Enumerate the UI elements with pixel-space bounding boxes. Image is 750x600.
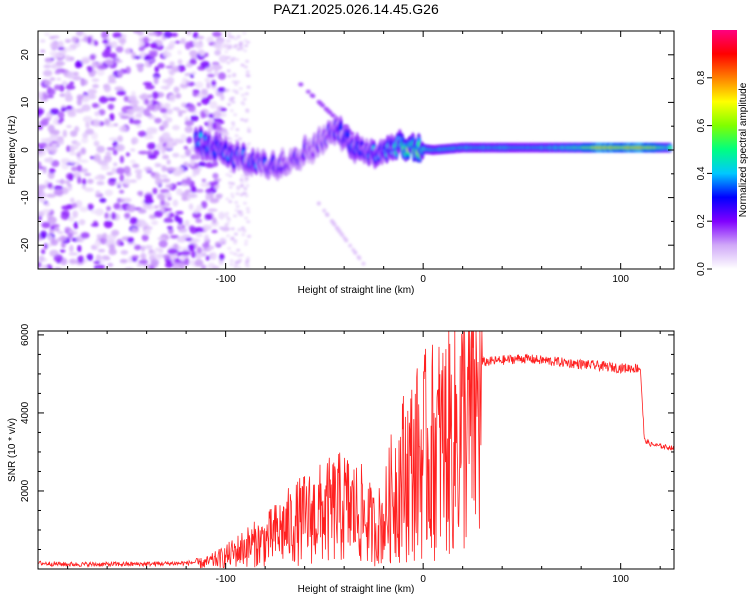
- y-tick-label: -10: [20, 190, 31, 205]
- y-tick-label: 10: [20, 96, 31, 108]
- y-tick-label: 20: [20, 49, 31, 61]
- snr-ylabel: SNR (10 * v/v): [7, 418, 18, 482]
- y-tick-label: 2000: [20, 479, 31, 502]
- colorbar-tick-label: 0.4: [696, 166, 707, 180]
- y-tick-label: 0: [20, 147, 31, 153]
- y-tick-label: -20: [20, 238, 31, 253]
- colorbar-gradient: [712, 30, 737, 269]
- spectrogram-xlabel: Height of straight line (km): [298, 285, 415, 296]
- snr-ticks: -100 0 100 2000 4000 6000: [20, 323, 674, 585]
- spectrogram-ylabel: Frequency (Hz): [7, 116, 18, 185]
- colorbar-tick-label: 0.8: [696, 70, 707, 84]
- x-tick-label: 100: [612, 274, 629, 285]
- snr-frame: [37, 330, 675, 570]
- y-tick-label: 4000: [20, 401, 31, 424]
- x-tick-label: -100: [216, 274, 236, 285]
- colorbar-label: Normalized spectral amplitude: [738, 82, 749, 217]
- colorbar-tick-label: 0.0: [696, 262, 707, 276]
- x-tick-label: 0: [420, 574, 426, 585]
- colorbar: 0.0 0.2 0.4 0.6 0.8 Normalized spectral ampl…: [696, 30, 749, 276]
- snr-plot: [38, 331, 674, 569]
- figure-title: PAZ1.2025.026.14.45.G26: [273, 1, 439, 17]
- colorbar-tick-label: 0.6: [696, 118, 707, 132]
- snr-xlabel: Height of straight line (km): [298, 584, 415, 595]
- x-tick-label: -100: [216, 574, 236, 585]
- x-tick-label: 100: [612, 574, 629, 585]
- y-tick-label: 6000: [20, 323, 31, 346]
- x-tick-label: 0: [420, 274, 426, 285]
- snr-panel: -100 0 100 2000 4000 6000 Height of straight …: [7, 323, 675, 595]
- snr-series-line: [38, 331, 674, 569]
- colorbar-tick-label: 0.2: [696, 214, 707, 228]
- spectrogram-heatmap: [38, 31, 673, 269]
- colorbar-ticks: 0.0 0.2 0.4 0.6 0.8: [696, 70, 712, 276]
